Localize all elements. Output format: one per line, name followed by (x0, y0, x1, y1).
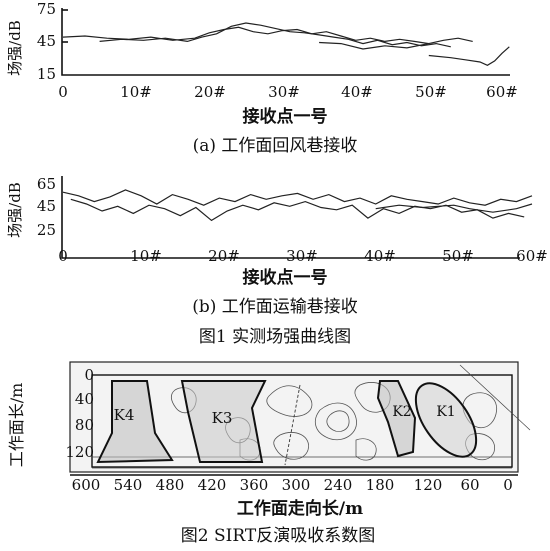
sirt-xtick: 0 (503, 476, 513, 494)
anomaly-k2-region (376, 380, 417, 458)
chart-b-xtick: 20# (208, 247, 240, 265)
chart-a-ytick: 45 (37, 32, 56, 50)
anomaly-k1-label: K1 (436, 404, 455, 420)
sirt-ylabel: 工作面长/m (7, 383, 26, 468)
chart-a-xtick: 50# (415, 83, 447, 101)
chart-a-xtick: 0 (58, 83, 68, 101)
anomaly-k3-region (180, 380, 267, 463)
sirt-xtick: 60 (460, 476, 479, 494)
chart-a-series-line-4 (428, 46, 510, 66)
chart-a-ytick: 15 (37, 65, 56, 83)
sirt-xtick: 600 (72, 476, 101, 494)
sirt-xtick: 540 (114, 476, 143, 494)
chart-a-axes (61, 8, 510, 76)
anomaly-k1-region (414, 382, 478, 458)
chart-a-series-line-2 (99, 22, 451, 48)
sirt-guide-line (284, 384, 301, 466)
chart-a-ytick: 75 (37, 0, 56, 18)
sirt-xtick: 300 (282, 476, 311, 494)
figure1-caption: 图1 实测场强曲线图 (199, 327, 351, 347)
chart-a-series-line-3 (319, 37, 473, 50)
sirt-outline (91, 374, 513, 468)
sirt-xtick: 240 (324, 476, 353, 494)
chart-b-xtick: 10# (130, 247, 162, 265)
chart-b-ytick: 45 (37, 197, 56, 215)
chart-a-xtick: 10# (120, 83, 152, 101)
chart-b-xtick: 30# (286, 247, 318, 265)
anomaly-k3-label: K3 (212, 409, 233, 427)
sirt-ytick: 0 (84, 366, 94, 384)
chart-b: 场强/dB 65 45 25 0 10# 20# 30# 40# 50# 60#… (6, 175, 548, 317)
chart-b-series-line-3 (375, 203, 533, 213)
anomaly-k4-region (96, 380, 174, 464)
anomaly-k4-label: K4 (114, 406, 135, 424)
chart-a-xtick-labels: 0 10# 20# 30# 40# 50# 60# (58, 83, 518, 101)
sirt-xtick-labels: 600 540 480 420 360 300 240 180 120 60 0 (72, 476, 513, 494)
sirt-xtick: 420 (198, 476, 227, 494)
chart-b-ytick-labels: 65 45 25 (37, 175, 56, 239)
sirt-caption: 图2 SIRT反演吸收系数图 (181, 526, 375, 546)
chart-a-yticks (62, 9, 68, 43)
chart-b-ytick: 25 (37, 221, 56, 239)
chart-b-xlabel: 接收点一号 (243, 267, 328, 288)
sirt-xtick: 180 (366, 476, 395, 494)
anomaly-k2-label: K2 (392, 404, 411, 420)
chart-a-xlabel: 接收点一号 (243, 106, 328, 127)
chart-a-ylabel: 场强/dB (6, 20, 24, 76)
sirt-ytick-labels: 0 40 80 120 (65, 366, 94, 461)
chart-b-series-group (62, 189, 533, 222)
chart-a-xtick: 30# (268, 83, 300, 101)
chart-b-ytick: 65 (37, 175, 56, 193)
chart-sirt: 工作面长/m K4 K3 K2 K1 0 40 80 (7, 361, 531, 546)
chart-a: 场强/dB 75 45 15 0 10# 20# 30# 40# 50# 60#… (6, 0, 518, 156)
chart-b-caption: (b) 工作面运输巷接收 (192, 297, 358, 317)
chart-b-xtick: 40# (364, 247, 396, 265)
sirt-ytick: 40 (75, 390, 94, 408)
chart-b-xtick: 60# (516, 247, 548, 265)
chart-a-series-line-1 (62, 26, 429, 45)
chart-a-caption: (a) 工作面回风巷接收 (193, 136, 358, 156)
chart-b-series-line-1 (62, 189, 533, 206)
chart-b-series-line-2 (70, 198, 525, 222)
chart-a-xtick: 20# (194, 83, 226, 101)
sirt-xtick: 480 (156, 476, 185, 494)
chart-a-ytick-labels: 75 45 15 (37, 0, 56, 83)
sirt-ytick: 120 (65, 443, 94, 461)
chart-b-xtick: 50# (442, 247, 474, 265)
sirt-ytick: 80 (75, 416, 94, 434)
chart-a-series-group (62, 22, 510, 66)
chart-b-xtick-labels: 0 10# 20# 30# 40# 50# 60# (58, 247, 548, 265)
chart-b-ylabel: 场强/dB (6, 182, 24, 238)
chart-a-xtick: 40# (341, 83, 373, 101)
chart-b-axes (61, 176, 520, 259)
chart-a-xtick: 60# (486, 83, 518, 101)
chart-b-xtick: 0 (58, 247, 68, 265)
sirt-xtick: 360 (240, 476, 269, 494)
sirt-xtick: 120 (414, 476, 443, 494)
sirt-xlabel: 工作面走向长/m (237, 498, 363, 519)
